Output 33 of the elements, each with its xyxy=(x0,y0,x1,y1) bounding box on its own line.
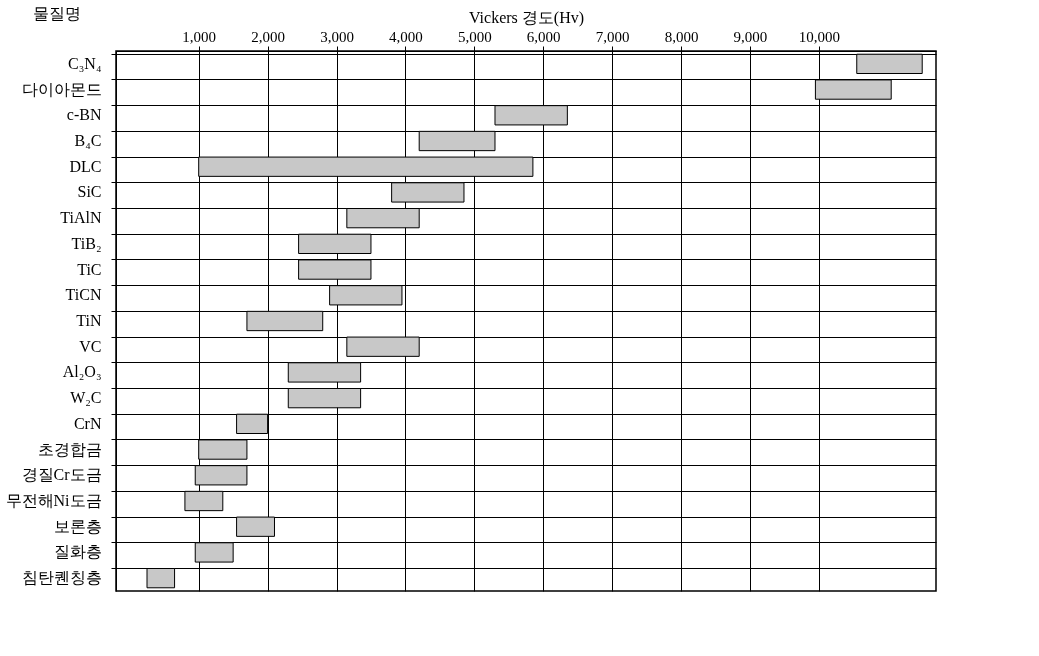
y-tick-label: DLC xyxy=(69,157,102,175)
y-tick-label: TiC xyxy=(77,260,102,278)
y-tick-label: 질화층 xyxy=(53,543,102,561)
x-tick-label: 9,000 xyxy=(733,28,768,45)
y-tick-label: 무전해Ni도금 xyxy=(5,492,102,509)
y-tick-label: TiAlN xyxy=(60,209,102,227)
y-tick-label: c-BN xyxy=(66,106,102,124)
y-tick-label: TiN xyxy=(76,312,102,329)
x-tick-label: 2,000 xyxy=(251,28,285,45)
x-tick-label: 3,000 xyxy=(320,28,354,45)
y-tick-label: TiB₂ xyxy=(71,234,102,252)
y-tick-label: 침탄퀜칭층 xyxy=(21,569,102,587)
x-tick-label: 10,000 xyxy=(798,28,840,45)
x-tick-label: 1,000 xyxy=(182,28,217,45)
y-tick-label: Al₂O₃ xyxy=(62,363,102,381)
x-tick-label: 5,000 xyxy=(457,28,492,45)
y-tick-label: CrN xyxy=(73,414,102,432)
y-tick-label: 경질Cr도금 xyxy=(21,466,102,484)
y-tick-label: VC xyxy=(79,337,102,355)
y-tick-label: 초경합금 xyxy=(37,440,102,458)
x-tick-label: 7,000 xyxy=(595,28,630,45)
y-tick-label: 다이아몬드 xyxy=(21,80,102,98)
y-tick-label: W₂C xyxy=(70,389,102,407)
y-axis-title: 물질명 xyxy=(32,4,81,22)
x-tick-label: 4,000 xyxy=(389,28,423,45)
y-tick-label: TiCN xyxy=(65,286,102,304)
x-tick-label: 8,000 xyxy=(664,28,699,45)
y-tick-label: 보론층 xyxy=(53,517,102,535)
y-tick-label: SiC xyxy=(77,183,102,201)
x-axis-title: Vickers 경도(Hv) xyxy=(468,8,585,27)
x-tick-label: 6,000 xyxy=(526,28,561,45)
y-tick-label: B₄C xyxy=(74,132,102,149)
y-tick-label: C₃N₄ xyxy=(68,54,102,72)
